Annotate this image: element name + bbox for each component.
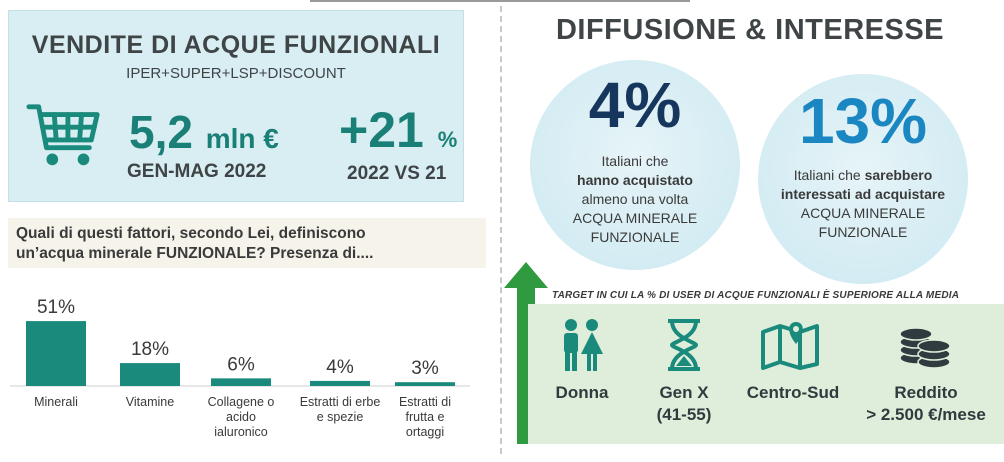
bar-chart: 51% Minerali 18% Vitamine 6% Collagene oacido…	[10, 297, 470, 439]
sales-title: VENDITE DI ACQUE FUNZIONALI	[31, 31, 441, 59]
category-label-2-2: ialuronico	[214, 425, 268, 439]
stat-interested-value: 13%	[798, 85, 928, 157]
bar-4	[395, 382, 455, 386]
stat-interested-line-4: FUNZIONALE	[818, 224, 908, 240]
up-arrow-icon	[504, 262, 548, 444]
bar-3	[310, 380, 370, 386]
target-label-centro-sud: Centro-Sud	[746, 383, 840, 402]
coins-icon	[899, 327, 951, 369]
stat-purchased-line-2: hanno acquistato	[577, 172, 693, 188]
growth-number: +21	[339, 102, 424, 158]
sales-value: 5,2 mln €	[129, 105, 279, 159]
map-icon	[761, 322, 819, 370]
growth-value: +21 %	[339, 101, 457, 159]
bar-value-label-2: 6%	[227, 354, 255, 375]
question-line-1: Quali di questi fattori, secondo Lei, de…	[16, 225, 366, 242]
bar-1	[120, 363, 180, 386]
stat-interested-line-1: Italiani che sarebbero	[793, 167, 933, 183]
dashed-divider	[500, 6, 502, 454]
bar-value-label-3: 4%	[326, 357, 354, 378]
stat-purchased-value: 4%	[588, 69, 682, 141]
bar-0	[26, 321, 86, 386]
target-label-genx: Gen X (41-55)	[656, 383, 712, 424]
bar-value-label-0: 51%	[37, 297, 75, 318]
category-label-3-1: e spezie	[317, 410, 364, 424]
growth-compare: 2022 VS 21	[347, 163, 447, 184]
right-title: DIFFUSIONE & INTERESSE	[555, 14, 945, 46]
stat-interested-line-2: interessati ad acquistare	[780, 186, 946, 202]
shopping-cart-icon	[26, 104, 100, 166]
stat-interested-line-3: ACQUA MINERALE	[800, 205, 926, 221]
sales-period: GEN-MAG 2022	[127, 161, 267, 182]
bar-value-label-4: 3%	[411, 358, 439, 379]
stat-purchased-text: Italiani che hanno acquistato almeno una…	[540, 152, 730, 247]
target-label-donna: Donna	[555, 383, 609, 402]
question-line-2: un’acqua minerale FUNZIONALE? Presenza d…	[16, 245, 374, 262]
stat-interested-text: Italiani che sarebbero interessati ad ac…	[768, 166, 958, 242]
stat-purchased-line-1: Italiani che	[601, 153, 669, 169]
bar-value-label-1: 18%	[131, 339, 169, 360]
category-label-3-0: Estratti di erbe	[300, 395, 381, 409]
target-note: TARGET IN CUI LA % DI USER DI ACQUE FUNZ…	[552, 290, 960, 301]
target-panel	[528, 304, 1004, 444]
category-label-2-1: acido	[226, 410, 256, 424]
bar-2	[211, 378, 271, 386]
category-label-1-0: Vitamine	[126, 395, 174, 409]
target-label-reddito: Reddito > 2.500 €/mese	[866, 383, 986, 424]
category-label-4-0: Estratti di	[399, 395, 451, 409]
growth-unit: %	[437, 127, 458, 152]
category-label-2-0: Collagene o	[208, 395, 275, 409]
stat-circle-purchased: 4% Italiani che hanno acquistato almeno …	[530, 60, 740, 270]
category-label-4-2: ortaggi	[406, 425, 444, 439]
stat-purchased-line-3: almeno una volta	[581, 191, 689, 207]
question-box: Quali di questi fattori, secondo Lei, de…	[8, 218, 486, 268]
people-icon	[564, 319, 603, 371]
category-label-0-0: Minerali	[34, 395, 78, 409]
question-text: Quali di questi fattori, secondo Lei, de…	[16, 224, 486, 264]
hourglass-icon	[668, 319, 700, 371]
sales-value-unit: mln €	[205, 123, 279, 154]
sales-value-number: 5,2	[129, 106, 193, 158]
stat-circle-interested: 13% Italiani che sarebbero interessati a…	[758, 74, 968, 284]
sales-panel: VENDITE DI ACQUE FUNZIONALI IPER+SUPER+L…	[8, 10, 464, 202]
stat-purchased-line-4: ACQUA MINERALE	[572, 210, 698, 226]
top-rule	[310, 0, 690, 2]
category-label-4-1: frutta e	[406, 410, 445, 424]
stat-purchased-line-5: FUNZIONALE	[590, 229, 680, 245]
sales-subtitle: IPER+SUPER+LSP+DISCOUNT	[126, 65, 346, 82]
